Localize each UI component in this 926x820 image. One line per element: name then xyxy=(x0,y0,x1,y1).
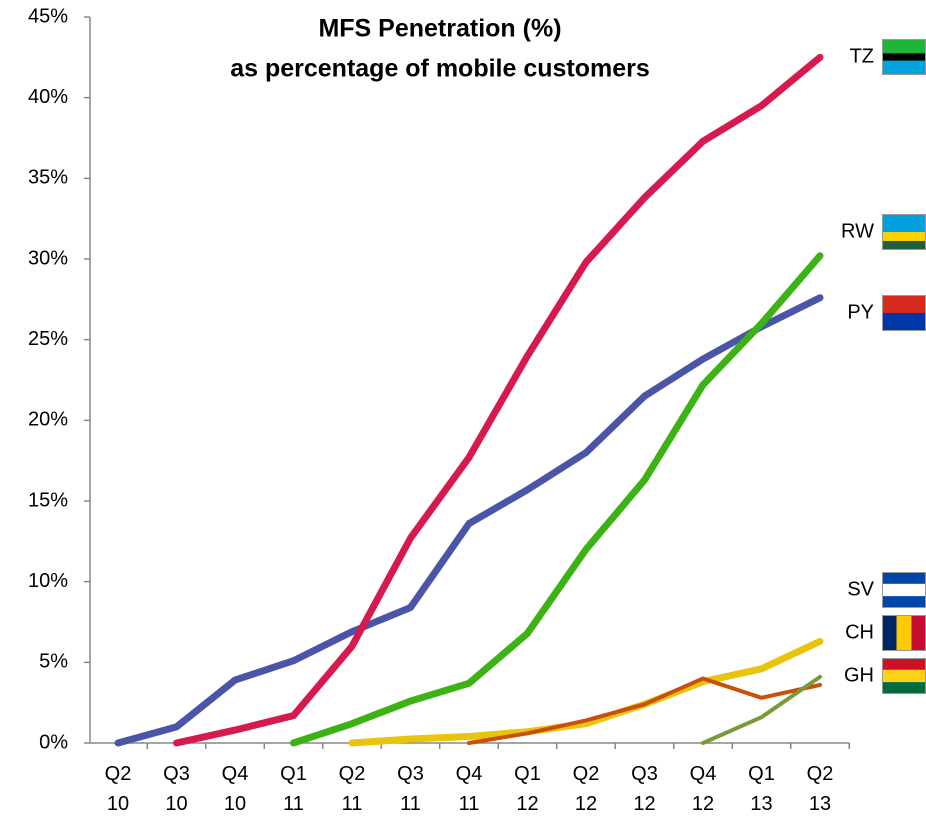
series-line xyxy=(114,294,824,747)
chart-title: MFS Penetration (%) xyxy=(318,15,561,43)
x-tick-label: Q1 12 xyxy=(514,763,541,815)
flag-stripe xyxy=(911,615,926,651)
x-tick-label-line: Q2 xyxy=(105,763,132,785)
x-tick-label-line: Q3 xyxy=(631,763,658,785)
x-tick-label-line: 11 xyxy=(283,793,304,815)
x-tick-label: Q1 11 xyxy=(280,763,307,815)
flag-stripe xyxy=(882,232,926,241)
x-tick-label-line: Q2 xyxy=(573,763,600,785)
series-label: PY xyxy=(847,301,874,323)
series-label: CH xyxy=(845,621,874,643)
y-tick-label: 40% xyxy=(28,86,68,108)
flag-stripe xyxy=(882,214,926,232)
x-tick-label-line: 12 xyxy=(692,793,714,815)
x-tick-label: Q4 11 xyxy=(456,763,483,815)
flag-stripe xyxy=(882,295,926,313)
x-tick-label-line: 11 xyxy=(459,793,480,815)
flag-stripe xyxy=(882,596,926,608)
x-tick-label-line: 13 xyxy=(809,793,831,815)
y-tick-label: 20% xyxy=(28,409,68,431)
x-tick-label: Q2 12 xyxy=(573,763,600,815)
x-tick-label: Q4 12 xyxy=(690,763,717,815)
x-tick-label-line: 10 xyxy=(165,793,187,815)
x-tick-label-line: Q4 xyxy=(222,763,249,785)
x-tick-label: Q2 10 xyxy=(105,763,132,815)
series-line xyxy=(290,252,824,747)
x-tick-label-line: Q1 xyxy=(280,763,307,785)
series-label: RW xyxy=(841,220,874,242)
x-tick-label-line: 13 xyxy=(750,793,772,815)
x-tick-label-line: 11 xyxy=(400,793,421,815)
x-tick-label-line: Q3 xyxy=(163,763,190,785)
series-line xyxy=(348,637,824,747)
x-tick-label-line: Q1 xyxy=(514,763,541,785)
flag-stripe xyxy=(882,658,926,670)
flag-stripe xyxy=(882,682,926,694)
x-tick-label-line: Q4 xyxy=(690,763,717,785)
x-tick-label: Q3 10 xyxy=(163,763,190,815)
x-tick-label: Q4 10 xyxy=(222,763,249,815)
x-tick-label: Q1 13 xyxy=(748,763,775,815)
x-tick-label-line: Q2 xyxy=(807,763,834,785)
series-line xyxy=(173,53,824,747)
x-tick-label: Q2 11 xyxy=(339,763,366,815)
flag-stripe xyxy=(882,313,926,331)
series-label: TZ xyxy=(850,45,874,67)
flag-stripe xyxy=(882,241,926,250)
x-tick-label-line: Q1 xyxy=(748,763,775,785)
y-tick-label: 35% xyxy=(28,167,68,189)
x-tick-label-line: Q3 xyxy=(397,763,424,785)
x-tick-label-line: Q4 xyxy=(456,763,483,785)
flag-stripe xyxy=(882,669,926,683)
series-label: GH xyxy=(844,664,874,686)
x-tick-label-line: 12 xyxy=(575,793,597,815)
x-tick-label-line: 10 xyxy=(224,793,246,815)
x-tick-label-line: Q2 xyxy=(339,763,366,785)
x-tick-label: Q3 12 xyxy=(631,763,658,815)
y-tick-label: 25% xyxy=(28,328,68,350)
y-tick-label: 30% xyxy=(28,247,68,269)
x-tick-label: Q2 13 xyxy=(807,763,834,815)
flag-stripe xyxy=(896,615,912,651)
x-tick-label: Q3 11 xyxy=(397,763,424,815)
x-tick-label-line: 12 xyxy=(633,793,655,815)
y-tick-label: 5% xyxy=(39,651,68,673)
series-line xyxy=(467,676,822,745)
flag-stripe xyxy=(882,53,926,61)
series-line xyxy=(701,674,822,745)
x-tick-label-line: 12 xyxy=(516,793,538,815)
chart-subtitle: as percentage of mobile customers xyxy=(230,55,650,83)
y-tick-label: 10% xyxy=(28,570,68,592)
y-tick-label: 45% xyxy=(28,5,68,27)
y-tick-label: 15% xyxy=(28,489,68,511)
y-tick-label: 0% xyxy=(39,731,68,753)
flag-stripe xyxy=(882,572,926,584)
series-label: SV xyxy=(847,578,874,600)
flag-stripe xyxy=(882,583,926,597)
x-tick-label-line: 10 xyxy=(107,793,129,815)
x-tick-label-line: 11 xyxy=(342,793,363,815)
